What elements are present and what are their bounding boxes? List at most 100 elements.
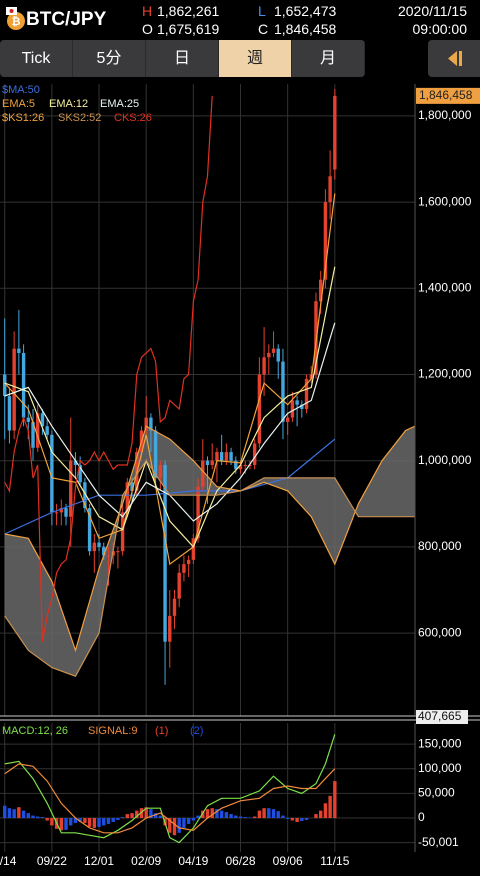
candle-wick [188, 555, 190, 578]
collapse-icon [448, 51, 462, 66]
tab[interactable]: 月 [292, 40, 365, 77]
legend-label: EMA:12 [49, 98, 88, 110]
candle-body [73, 460, 78, 466]
x-tick-label: 09/22 [37, 854, 67, 868]
histogram-bar [285, 818, 290, 820]
histogram-bar [219, 810, 224, 819]
macd-line [4, 734, 336, 844]
histogram-bar [238, 816, 243, 819]
candle-wick [216, 447, 218, 483]
tab[interactable]: Tick [0, 40, 73, 77]
candle-body [78, 465, 82, 483]
candle-wick [287, 413, 289, 435]
histogram-bar [252, 816, 257, 819]
candle-body [271, 348, 276, 353]
candle-wick [211, 443, 213, 470]
low-value: 1,652,473 [274, 3, 337, 19]
histogram-bar [323, 803, 328, 819]
floor-box [416, 710, 468, 724]
candle-body [130, 482, 134, 491]
candle-body [83, 482, 87, 509]
candle-body [158, 465, 163, 478]
tab[interactable]: 5分 [73, 40, 146, 77]
histogram-bar [144, 807, 148, 819]
x-tick-label: 04/19 [178, 854, 208, 868]
histogram-bar [210, 808, 214, 819]
histogram-bar [106, 818, 111, 824]
legend-label: MACD:12, 26 [2, 725, 68, 737]
histogram-bar [196, 815, 200, 819]
candle-wick [56, 503, 58, 526]
tab[interactable]: 週 [219, 40, 292, 77]
tab[interactable]: 日 [146, 40, 219, 77]
candle-body [172, 598, 177, 616]
candle-body [116, 551, 120, 553]
candle-body [153, 430, 158, 478]
histogram-bar [45, 818, 49, 821]
candle-wick [273, 331, 275, 358]
candle-body [205, 460, 210, 466]
histogram-bar [276, 811, 280, 819]
high-label: H [142, 3, 153, 19]
histogram-bar [243, 817, 247, 819]
candle-body [281, 361, 285, 422]
candle-body [64, 508, 68, 517]
histogram-bar [177, 818, 181, 833]
low-label: L [258, 3, 266, 19]
y-tick-label: 800,000 [418, 539, 462, 553]
histogram-bar [135, 810, 139, 819]
histogram-bar [40, 817, 45, 819]
histogram-bar [83, 818, 87, 823]
candle-body [54, 512, 59, 514]
histogram-bar [26, 813, 30, 819]
y-tick-label: 0 [418, 810, 425, 824]
y-tick-label: 100,000 [418, 761, 462, 775]
legend-label: (2) [190, 725, 203, 737]
candle-body [182, 564, 186, 573]
histogram-bar [281, 815, 285, 819]
x-tick-label: 7/14 [0, 854, 17, 868]
candle-body [59, 508, 64, 513]
candle-body [69, 460, 73, 517]
candle-body [300, 404, 304, 409]
side-button[interactable] [428, 40, 480, 77]
histogram-bar [116, 818, 120, 820]
histogram-bar [158, 815, 163, 819]
histogram-bar [31, 815, 35, 819]
x-tick-label: 02/09 [131, 854, 161, 868]
histogram-bar [3, 805, 7, 819]
candle-wick [150, 413, 152, 453]
histogram-bar [17, 807, 21, 819]
legend-label: (1) [155, 725, 168, 737]
candle-body [120, 512, 125, 552]
candle-wick [296, 396, 298, 427]
histogram-bar [102, 818, 106, 826]
candle-body [215, 452, 219, 461]
histogram-bar [69, 818, 73, 826]
close-label: C [258, 21, 269, 37]
legend-label: SIGNAL:9 [88, 725, 138, 737]
period-tabs: Tick 5分日週月 [0, 40, 365, 77]
cloud [4, 426, 415, 677]
histogram-bar [300, 818, 304, 821]
y-tick-label: 150,000 [418, 736, 462, 750]
candle-body [210, 460, 214, 466]
candle-body [26, 417, 30, 422]
candle-body [125, 482, 130, 513]
candle-body [186, 559, 191, 565]
histogram-bar [97, 818, 101, 827]
candle-body [290, 400, 295, 418]
x-tick-label: 09/06 [273, 854, 303, 868]
indicator-line [4, 438, 336, 535]
y-tick-label: 1,000,000 [418, 453, 472, 467]
candle-wick [117, 546, 119, 569]
candle-body [177, 572, 181, 599]
histogram-bar [87, 818, 92, 827]
histogram-bar [64, 818, 68, 830]
candle-wick [18, 309, 20, 375]
candle-wick [107, 546, 109, 586]
candle-body [285, 417, 290, 422]
histogram-bar [191, 818, 196, 821]
